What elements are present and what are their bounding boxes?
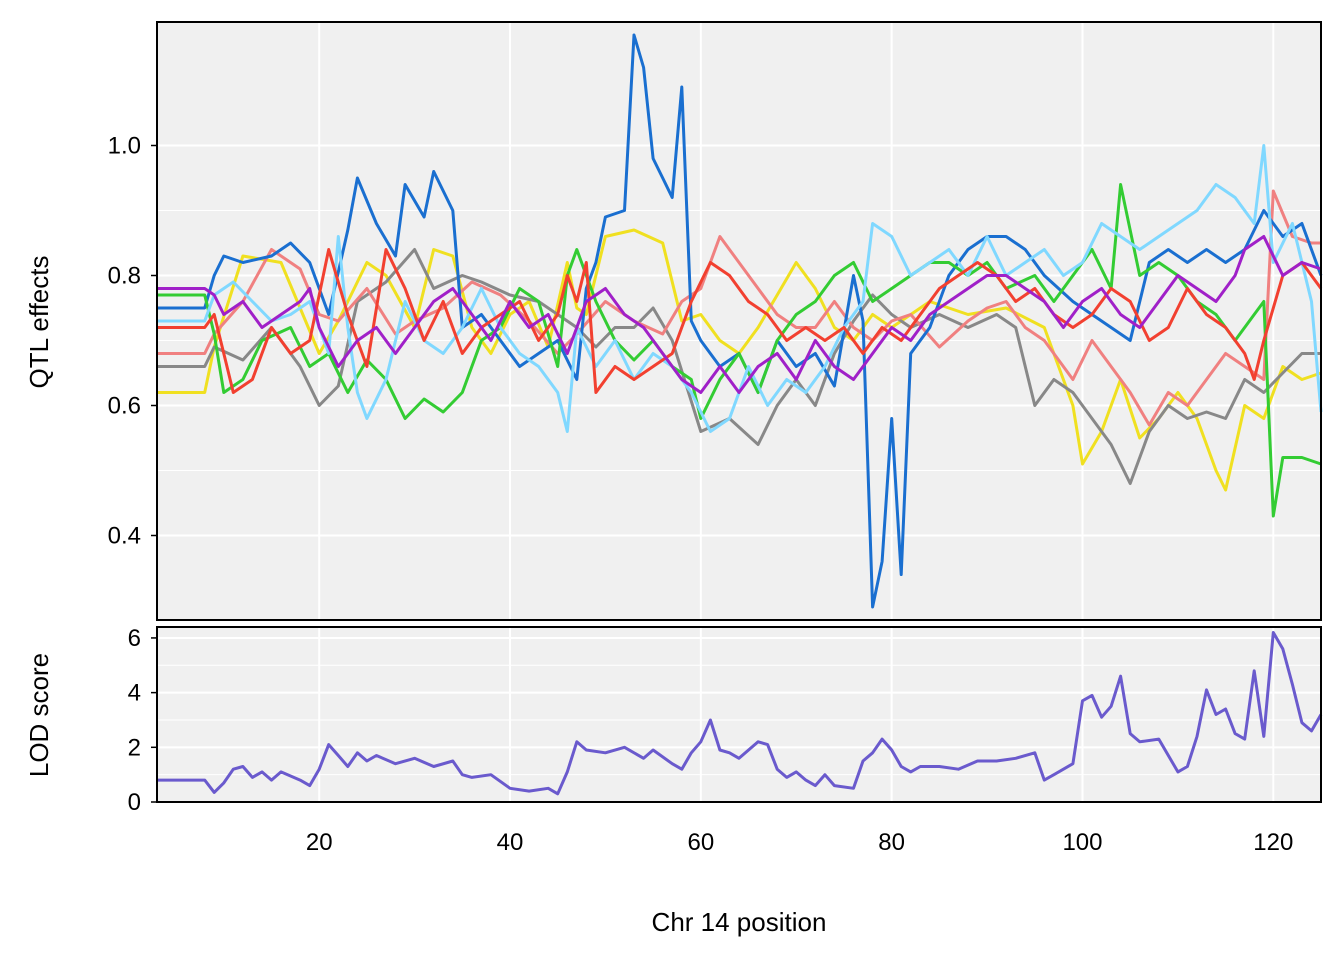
lod-y-tick-label: 4 — [128, 680, 141, 707]
lod-plot-frame — [156, 626, 1322, 803]
qtl-y-tick-label: 0.4 — [108, 523, 141, 550]
qtl-effects-panel: 0.4 0.6 0.8 1.0 — [108, 21, 1323, 621]
qtl-series-line-8 — [157, 235, 1322, 394]
lod-y-tick-label: 2 — [128, 734, 141, 761]
lod-series-line-1 — [157, 631, 1323, 796]
qtl-y-tick-label: 0.8 — [108, 263, 141, 290]
x-tick-label: 120 — [1253, 829, 1293, 856]
x-axis-title: Chr 14 position — [652, 907, 827, 937]
x-tick-label: 40 — [497, 829, 524, 856]
lod-score-panel: 0 2 4 6 20 40 60 80 100 120 — [128, 625, 1323, 856]
x-tick-label: 60 — [687, 829, 714, 856]
qtl-y-tick-label: 0.6 — [108, 393, 141, 420]
lod-y-tick-label: 0 — [128, 789, 141, 816]
qtl-effects-axis-title: QTL effects — [24, 256, 54, 389]
qtl-series-line-7 — [157, 248, 1323, 394]
lod-plot-background — [157, 627, 1321, 802]
lod-y-tick-label: 6 — [128, 625, 141, 652]
x-tick-label: 20 — [306, 829, 333, 856]
qtl-series-line-4 — [157, 33, 1323, 609]
x-tick-label: 100 — [1062, 829, 1102, 856]
x-tick-label: 80 — [878, 829, 905, 856]
qtl-series-line-5 — [157, 183, 1322, 518]
qtl-plot-frame — [156, 21, 1322, 621]
lod-score-axis-title: LOD score — [24, 653, 54, 777]
qtl-y-tick-label: 1.0 — [108, 133, 141, 160]
